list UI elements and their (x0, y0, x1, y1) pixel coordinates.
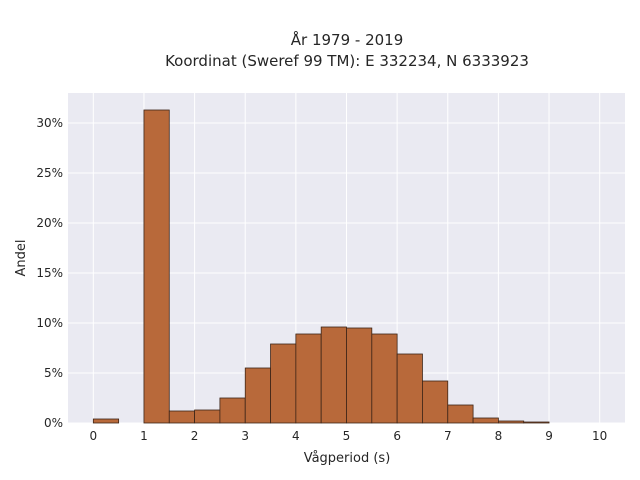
y-axis-ticks: 0% 5% 10% 15% 20% 25% 30% (36, 116, 63, 430)
y-tick-label: 15% (36, 266, 63, 280)
x-tick-label: 8 (495, 429, 503, 443)
x-axis-label: Vågperiod (s) (304, 451, 391, 466)
histogram-bar (523, 421, 550, 424)
y-tick-label: 20% (36, 216, 63, 230)
x-tick-label: 6 (393, 429, 401, 443)
x-tick-label: 3 (241, 429, 249, 443)
x-tick-label: 2 (191, 429, 199, 443)
histogram-bar (270, 343, 297, 424)
chart-title-line-1: År 1979 - 2019 (291, 30, 404, 49)
histogram-bar (219, 397, 246, 424)
x-tick-label: 7 (444, 429, 452, 443)
x-tick-label: 5 (343, 429, 351, 443)
histogram-bar (194, 409, 221, 424)
y-tick-label: 5% (44, 366, 63, 380)
y-tick-label: 30% (36, 116, 63, 130)
histogram-bar (498, 420, 525, 424)
y-axis-label: Andel (14, 240, 29, 277)
histogram-bar (92, 418, 120, 424)
y-tick-label: 25% (36, 166, 63, 180)
histogram-bar (244, 367, 271, 424)
y-tick-label: 10% (36, 316, 63, 330)
y-tick-label: 0% (44, 416, 63, 430)
x-tick-label: 9 (545, 429, 553, 443)
x-tick-label: 0 (89, 429, 97, 443)
histogram-bar (143, 109, 170, 424)
histogram-bar (371, 333, 398, 424)
histogram-bar (396, 353, 423, 424)
histogram-bar (320, 326, 347, 424)
histogram-bar (168, 410, 195, 424)
histogram-bar (346, 327, 373, 424)
histogram-bar (422, 380, 449, 424)
histogram-bars (92, 109, 550, 424)
histogram-bar (472, 417, 499, 424)
chart-title-line-2: Koordinat (Sweref 99 TM): E 332234, N 63… (165, 52, 529, 70)
x-tick-label: 1 (140, 429, 148, 443)
histogram-bar (447, 404, 474, 424)
x-axis-ticks: 0 1 2 3 4 5 6 7 8 9 10 (89, 429, 607, 443)
histogram-bar (295, 333, 322, 424)
x-tick-label: 4 (292, 429, 300, 443)
x-tick-label: 10 (592, 429, 607, 443)
